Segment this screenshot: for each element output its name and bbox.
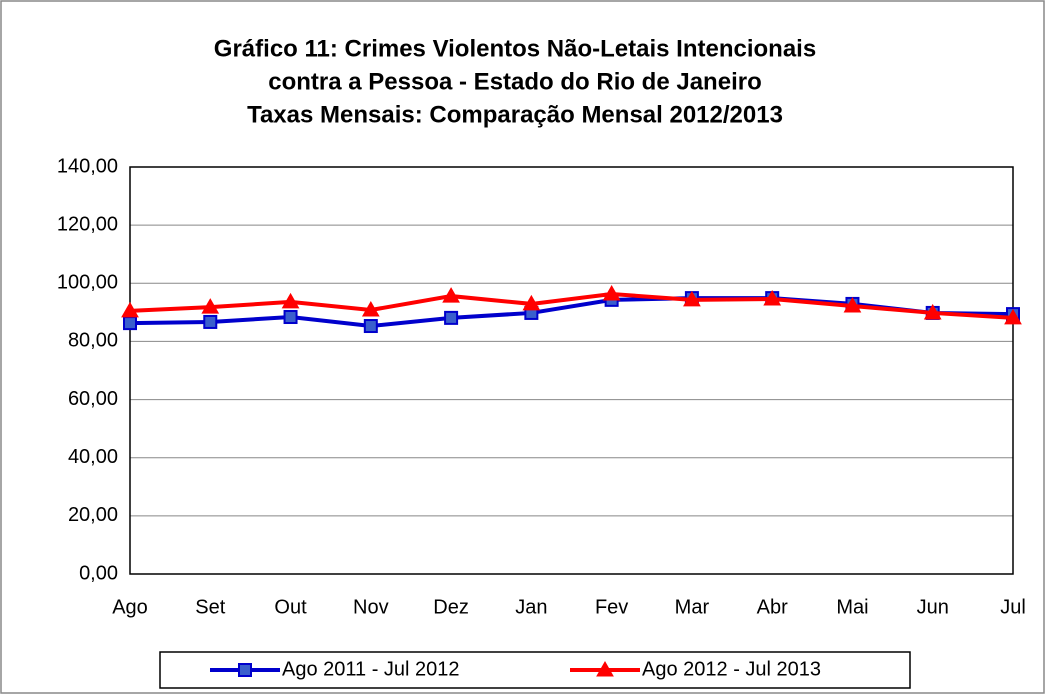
y-tick-label: 40,00 xyxy=(68,446,118,468)
chart-title: Gráfico 11: Crimes Violentos Não-Letais … xyxy=(214,35,816,62)
x-tick-label: Fev xyxy=(595,596,628,618)
legend-label: Ago 2012 - Jul 2013 xyxy=(642,658,821,680)
x-tick-label: Set xyxy=(195,596,225,618)
point xyxy=(123,316,137,331)
plot-area xyxy=(129,166,1014,575)
y-tick-label: 0,00 xyxy=(79,562,118,584)
point xyxy=(281,292,300,309)
x-tick-label: Dez xyxy=(433,596,469,618)
chart-title: contra a Pessoa - Estado do Rio de Janei… xyxy=(268,68,761,95)
legend-marker xyxy=(596,660,614,677)
y-tick-label: 100,00 xyxy=(57,272,118,294)
point xyxy=(683,290,701,307)
y-tick-label: 60,00 xyxy=(68,388,118,410)
point xyxy=(843,296,862,313)
legend-marker xyxy=(238,663,252,677)
y-tick-label: 120,00 xyxy=(57,213,118,235)
x-tick-label: Mai xyxy=(836,596,868,618)
x-tick-label: Jan xyxy=(515,596,547,618)
y-tick-label: 140,00 xyxy=(57,155,118,177)
point xyxy=(121,301,139,318)
x-tick-label: Ago xyxy=(112,596,148,618)
x-tick-label: Nov xyxy=(353,596,389,618)
point xyxy=(363,319,378,334)
x-tick-label: Out xyxy=(274,596,307,618)
point xyxy=(602,285,621,301)
point xyxy=(283,310,298,325)
legend-label: Ago 2011 - Jul 2012 xyxy=(282,658,460,680)
point xyxy=(763,289,782,306)
x-tick-label: Abr xyxy=(757,596,788,618)
x-tick-label: Jul xyxy=(1000,596,1026,618)
series-line xyxy=(129,292,1014,320)
legend-box xyxy=(159,651,911,689)
point xyxy=(1004,308,1022,325)
y-tick-label: 20,00 xyxy=(68,504,118,526)
point xyxy=(522,294,541,311)
point xyxy=(203,314,218,329)
point xyxy=(444,310,459,325)
y-tick-label: 80,00 xyxy=(68,330,118,352)
point xyxy=(442,287,460,303)
x-tick-label: Mar xyxy=(675,596,710,618)
chart-title: Taxas Mensais: Comparação Mensal 2012/20… xyxy=(247,101,783,128)
x-tick-label: Jun xyxy=(917,596,949,618)
point xyxy=(923,303,942,320)
point xyxy=(361,301,380,317)
point xyxy=(201,298,220,314)
